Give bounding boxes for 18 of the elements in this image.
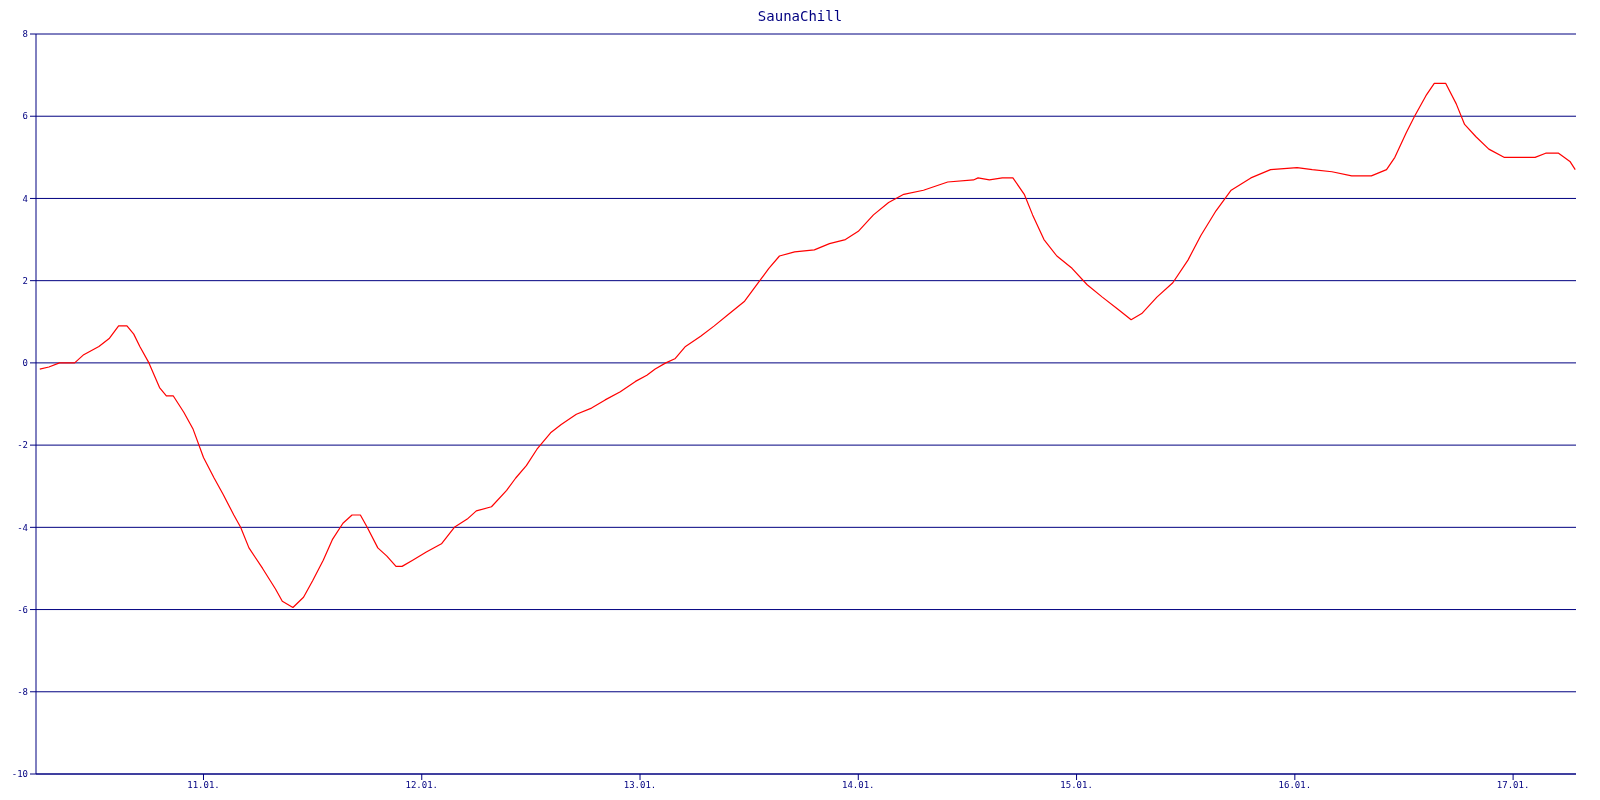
chart-title: SaunaChill [756, 8, 844, 26]
y-tick-label: 6 [22, 111, 28, 122]
x-tick-label: 11.01. [187, 780, 220, 791]
y-tick-label: -6 [17, 604, 28, 615]
y-tick-label: 0 [22, 358, 28, 369]
x-tick-label: 13.01. [623, 780, 657, 791]
y-tick-label: -4 [17, 522, 28, 533]
y-tick-label: -2 [17, 440, 28, 451]
y-tick-label: -10 [11, 769, 28, 780]
y-tick-label: 2 [22, 275, 28, 286]
x-tick-label: 16.01. [1278, 780, 1312, 791]
y-tick-label: -8 [17, 686, 28, 697]
x-tick-label: 17.01. [1496, 780, 1530, 791]
y-tick-label: 4 [22, 193, 28, 204]
x-tick-label: 14.01. [842, 780, 875, 791]
x-tick-label: 15.01. [1060, 780, 1093, 791]
y-tick-label: 8 [22, 29, 28, 40]
x-tick-label: 12.01. [405, 780, 439, 791]
